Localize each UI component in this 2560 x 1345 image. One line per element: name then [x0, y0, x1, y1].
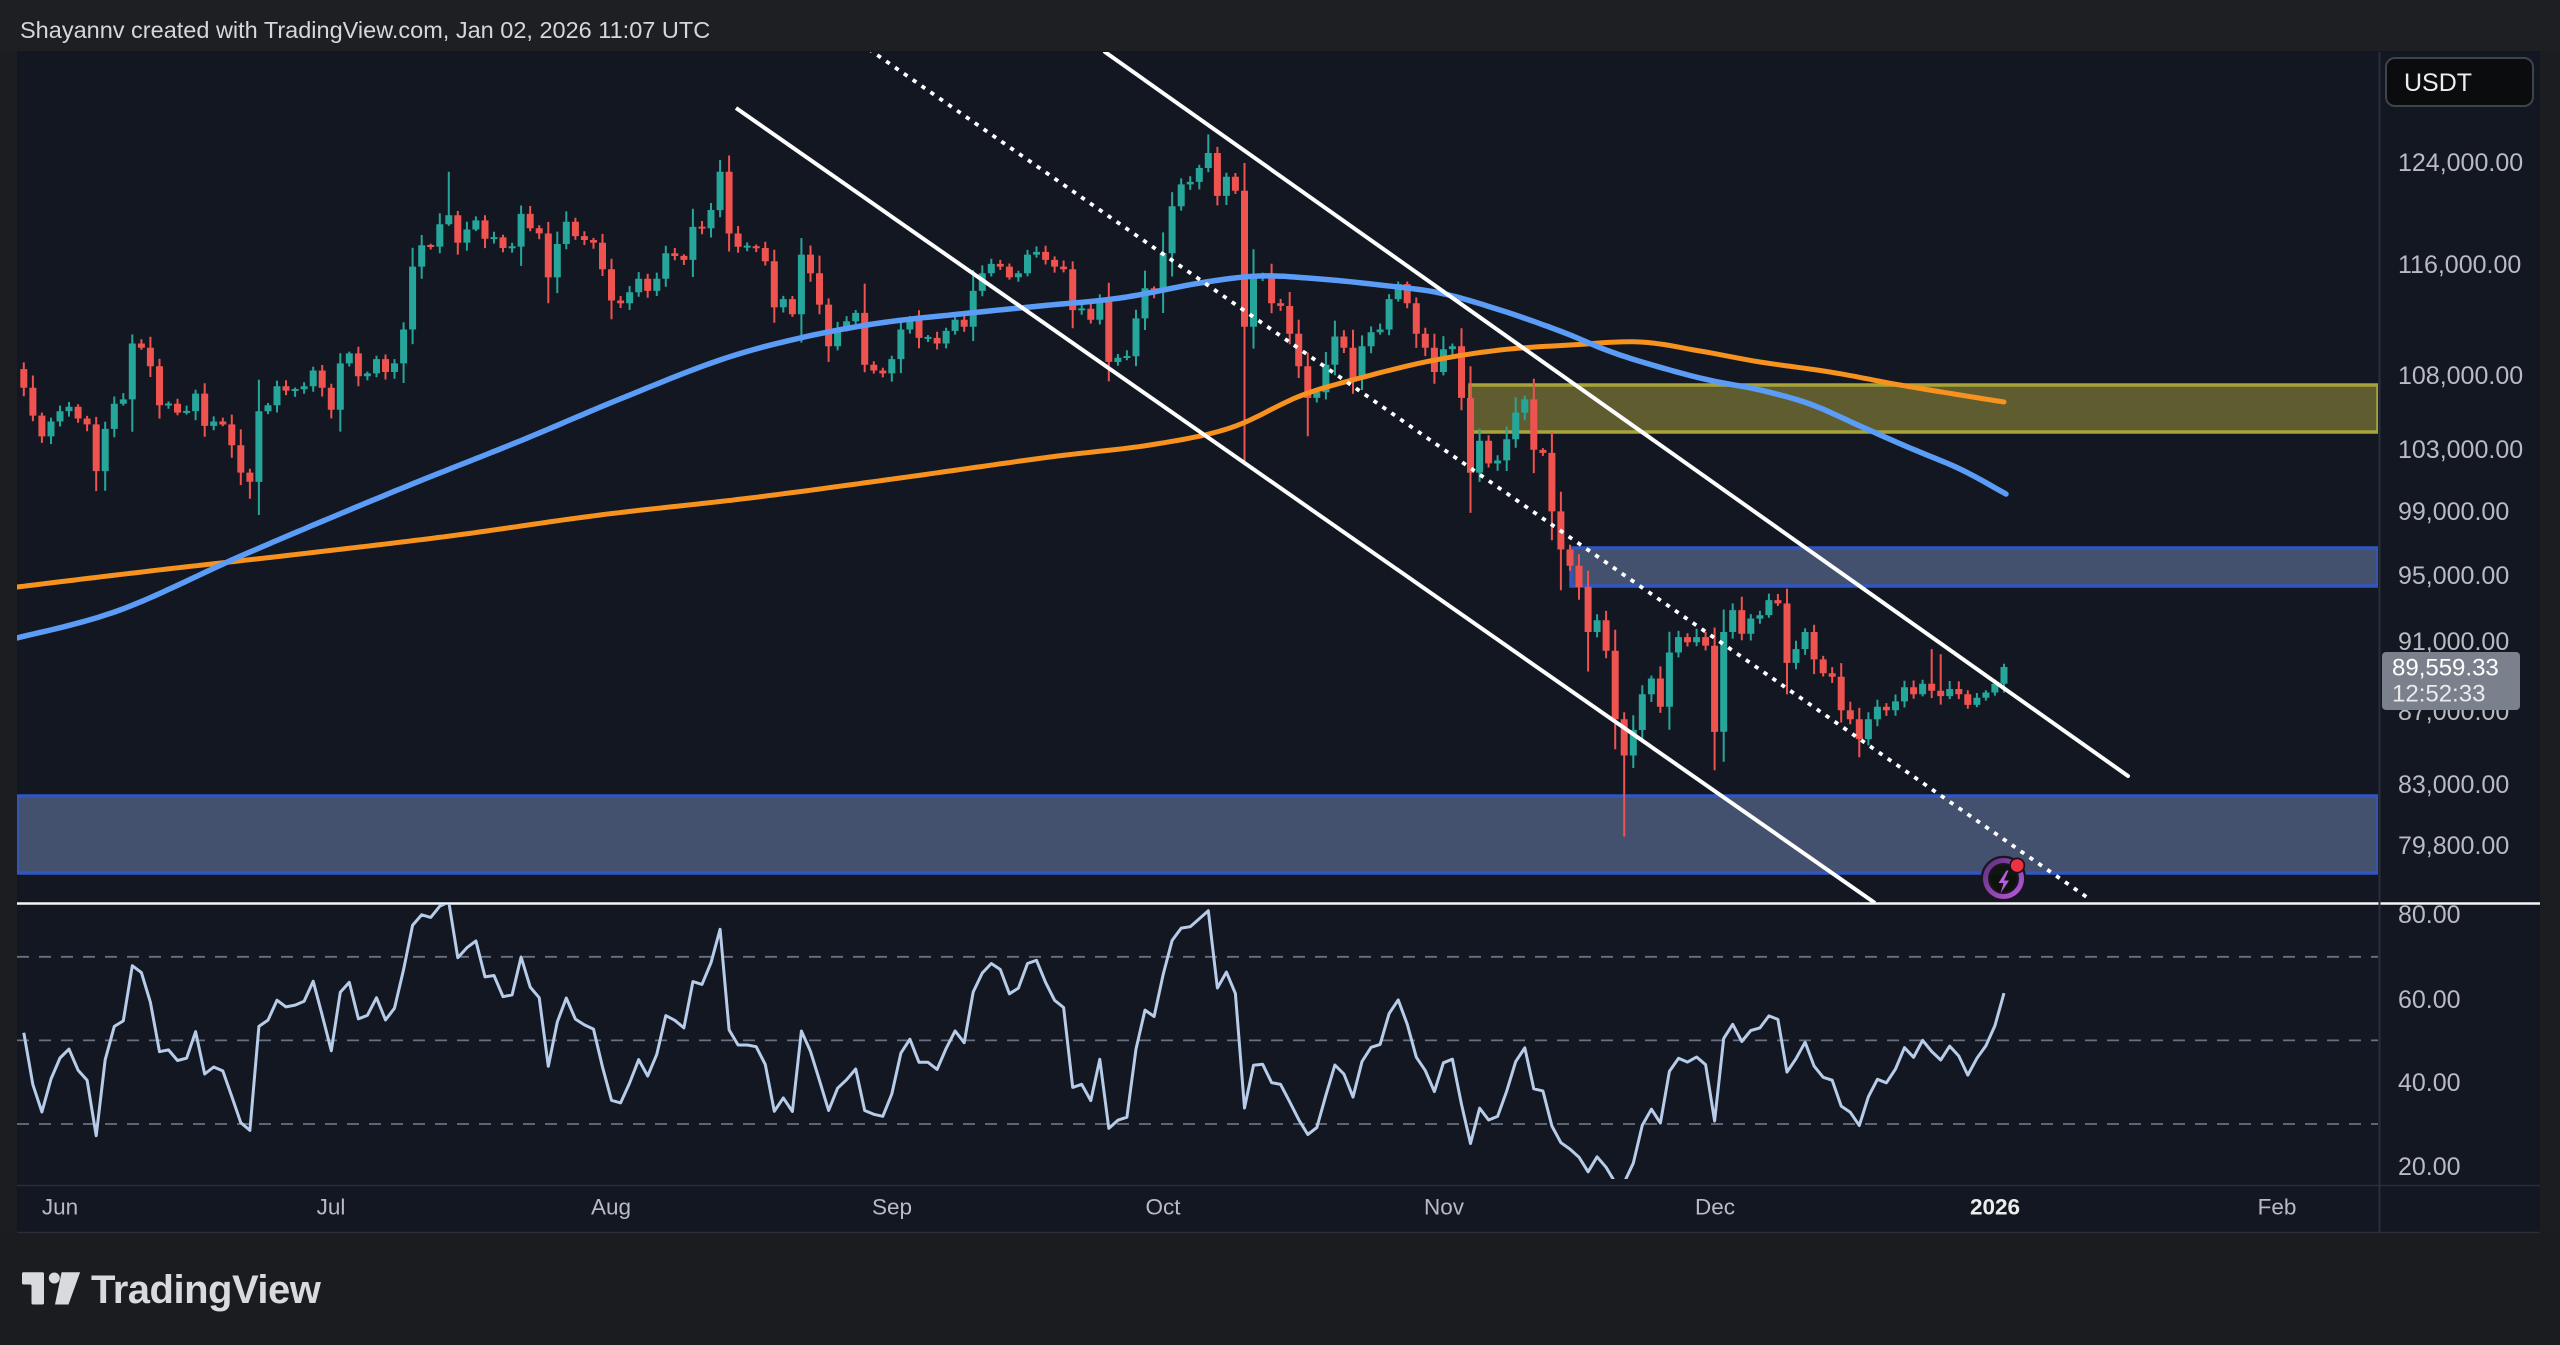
svg-text:Sep: Sep [872, 1195, 912, 1220]
svg-text:89,559.33: 89,559.33 [2392, 655, 2499, 682]
svg-text:Jun: Jun [42, 1195, 78, 1220]
svg-text:Aug: Aug [591, 1195, 631, 1220]
svg-text:2026: 2026 [1970, 1195, 2020, 1220]
svg-text:103,000.00: 103,000.00 [2398, 436, 2523, 464]
svg-text:20.00: 20.00 [2398, 1153, 2461, 1181]
svg-text:Shayannv created with TradingV: Shayannv created with TradingView.com, J… [20, 17, 710, 43]
svg-text:USDT: USDT [2404, 69, 2472, 97]
svg-text:124,000.00: 124,000.00 [2398, 149, 2523, 177]
svg-text:108,000.00: 108,000.00 [2398, 362, 2523, 390]
svg-text:79,800.00: 79,800.00 [2398, 832, 2509, 860]
svg-text:80.00: 80.00 [2398, 901, 2461, 929]
svg-text:83,000.00: 83,000.00 [2398, 771, 2509, 799]
svg-text:TradingView: TradingView [91, 1268, 322, 1312]
svg-text:12:52:33: 12:52:33 [2392, 681, 2485, 708]
svg-text:Dec: Dec [1695, 1195, 1735, 1220]
svg-text:40.00: 40.00 [2398, 1069, 2461, 1097]
svg-text:Feb: Feb [2258, 1195, 2297, 1220]
svg-text:91,000.00: 91,000.00 [2398, 628, 2509, 656]
svg-text:60.00: 60.00 [2398, 986, 2461, 1014]
svg-text:99,000.00: 99,000.00 [2398, 498, 2509, 526]
svg-text:Nov: Nov [1424, 1195, 1465, 1220]
svg-text:95,000.00: 95,000.00 [2398, 562, 2509, 590]
svg-text:Jul: Jul [317, 1195, 346, 1220]
svg-text:116,000.00: 116,000.00 [2398, 251, 2521, 279]
svg-text:Oct: Oct [1145, 1195, 1181, 1220]
